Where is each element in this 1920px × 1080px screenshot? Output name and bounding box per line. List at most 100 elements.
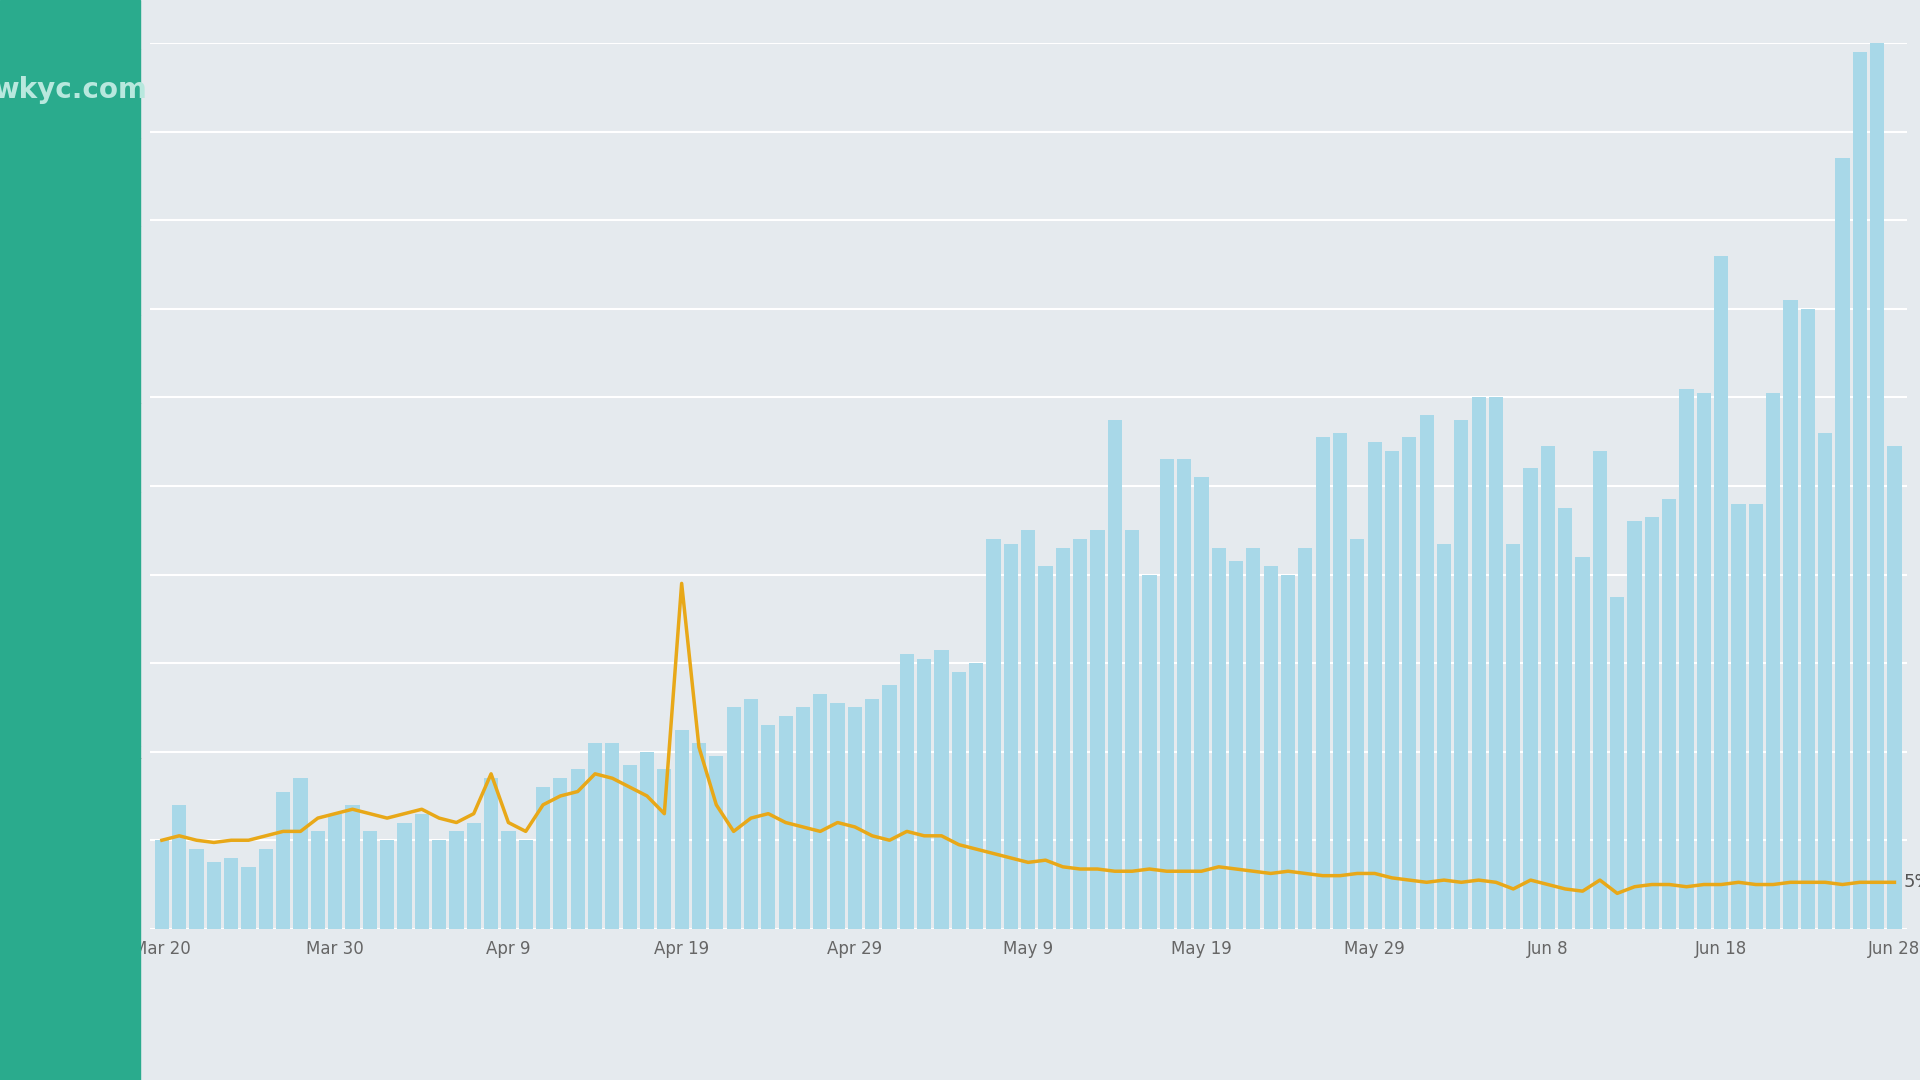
Bar [1315,437,1331,929]
Bar [1453,419,1469,929]
Bar [1680,389,1693,929]
Bar [1887,446,1901,929]
Bar [970,663,983,929]
Bar [1281,575,1296,929]
Bar [1715,256,1728,929]
Bar [501,832,515,929]
Bar [1645,517,1659,929]
Bar [1384,450,1400,929]
Bar [467,823,480,929]
Bar [1663,499,1676,929]
Bar [605,743,620,929]
Bar [1350,539,1365,929]
Bar [691,743,707,929]
Bar [1542,446,1555,929]
Bar [1576,557,1590,929]
Bar [814,694,828,929]
Bar [987,539,1000,929]
Bar [1177,459,1190,929]
Bar [346,805,359,929]
Bar [156,840,169,929]
Bar [311,832,324,929]
Bar [518,840,534,929]
Bar [831,703,845,929]
Bar [225,858,238,929]
Bar [1332,433,1348,929]
Bar [622,765,637,929]
Bar [190,849,204,929]
Bar [173,805,186,929]
Text: 5%: 5% [1903,874,1920,891]
Bar [900,654,914,929]
Bar [1784,300,1797,929]
Bar [1488,397,1503,929]
Bar [1194,477,1208,929]
Bar [849,707,862,929]
Bar [484,779,497,929]
Bar [1125,530,1139,929]
Bar [1766,393,1780,929]
Bar [397,823,411,929]
Bar [1056,548,1069,929]
Bar [1367,442,1382,929]
Bar [363,832,376,929]
Bar [952,672,966,929]
Bar [778,716,793,929]
Bar [1108,419,1121,929]
Bar [866,699,879,929]
Bar [380,840,394,929]
Bar [1142,575,1156,929]
Bar [1246,548,1261,929]
Bar [588,743,603,929]
Bar [883,685,897,929]
Bar [207,862,221,929]
Bar [1091,530,1104,929]
Text: wkyc.com: wkyc.com [0,76,148,104]
Bar [328,813,342,929]
Bar [1229,562,1242,929]
Bar [294,779,307,929]
Bar [795,707,810,929]
Bar [1801,309,1814,929]
Bar [415,813,428,929]
Bar [1853,52,1866,929]
Bar [1212,548,1225,929]
Bar [726,707,741,929]
Bar [1749,503,1763,929]
Bar [743,699,758,929]
Bar [1471,397,1486,929]
Bar [1419,415,1434,929]
Bar [1402,437,1417,929]
Bar [1523,469,1538,929]
Bar [1004,543,1018,929]
Bar [553,779,568,929]
Bar [639,752,655,929]
Bar [1298,548,1313,929]
Bar [570,769,586,929]
Bar [1263,566,1279,929]
Bar [918,659,931,929]
Bar [432,840,445,929]
Bar [1039,566,1052,929]
Bar [242,867,255,929]
Bar [1697,393,1711,929]
Bar [657,769,672,929]
Bar [1732,503,1745,929]
Bar [259,849,273,929]
Bar [760,725,776,929]
Bar [449,832,463,929]
Bar [708,756,724,929]
Bar [536,787,551,929]
Bar [1594,450,1607,929]
Bar [1818,433,1832,929]
Bar [674,730,689,929]
Bar [276,792,290,929]
Bar [1870,43,1884,929]
Bar [1505,543,1521,929]
Bar [1021,530,1035,929]
Bar [1160,459,1173,929]
Bar [1628,522,1642,929]
Bar [1836,159,1849,929]
Bar [1559,508,1572,929]
Bar [935,650,948,929]
